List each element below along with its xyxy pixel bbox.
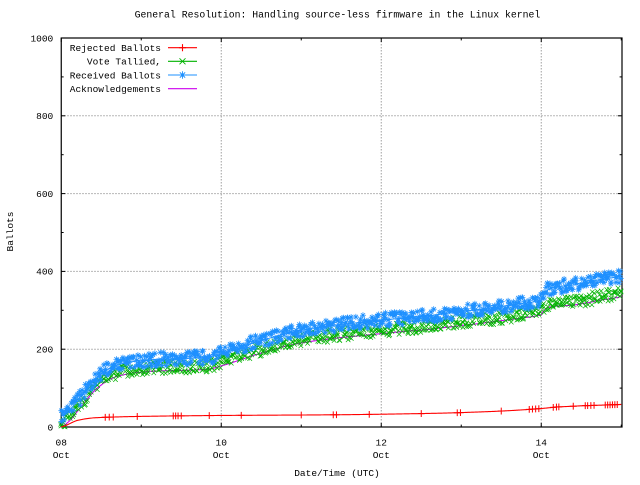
svg-text:Acknowledgements: Acknowledgements [70, 84, 161, 95]
svg-text:Oct: Oct [533, 450, 550, 461]
svg-text:Ballots: Ballots [5, 212, 16, 252]
svg-text:Rejected Ballots: Rejected Ballots [70, 43, 161, 54]
svg-text:12: 12 [376, 437, 388, 448]
svg-text:800: 800 [36, 111, 53, 122]
svg-text:Oct: Oct [53, 450, 70, 461]
svg-text:Oct: Oct [213, 450, 230, 461]
svg-text:Date/Time (UTC): Date/Time (UTC) [294, 468, 380, 479]
svg-text:14: 14 [536, 437, 548, 448]
svg-text:Vote Tallied,: Vote Tallied, [87, 57, 161, 68]
svg-text:10: 10 [216, 437, 228, 448]
svg-text:400: 400 [36, 267, 53, 278]
svg-text:Oct: Oct [373, 450, 390, 461]
svg-text:200: 200 [36, 345, 53, 356]
svg-text:Received Ballots: Received Ballots [70, 70, 161, 81]
svg-text:General Resolution: Handling s: General Resolution: Handling source-less… [135, 10, 541, 21]
svg-text:600: 600 [36, 189, 53, 200]
svg-text:08: 08 [56, 437, 68, 448]
svg-text:0: 0 [48, 422, 54, 433]
svg-text:1000: 1000 [30, 33, 53, 44]
